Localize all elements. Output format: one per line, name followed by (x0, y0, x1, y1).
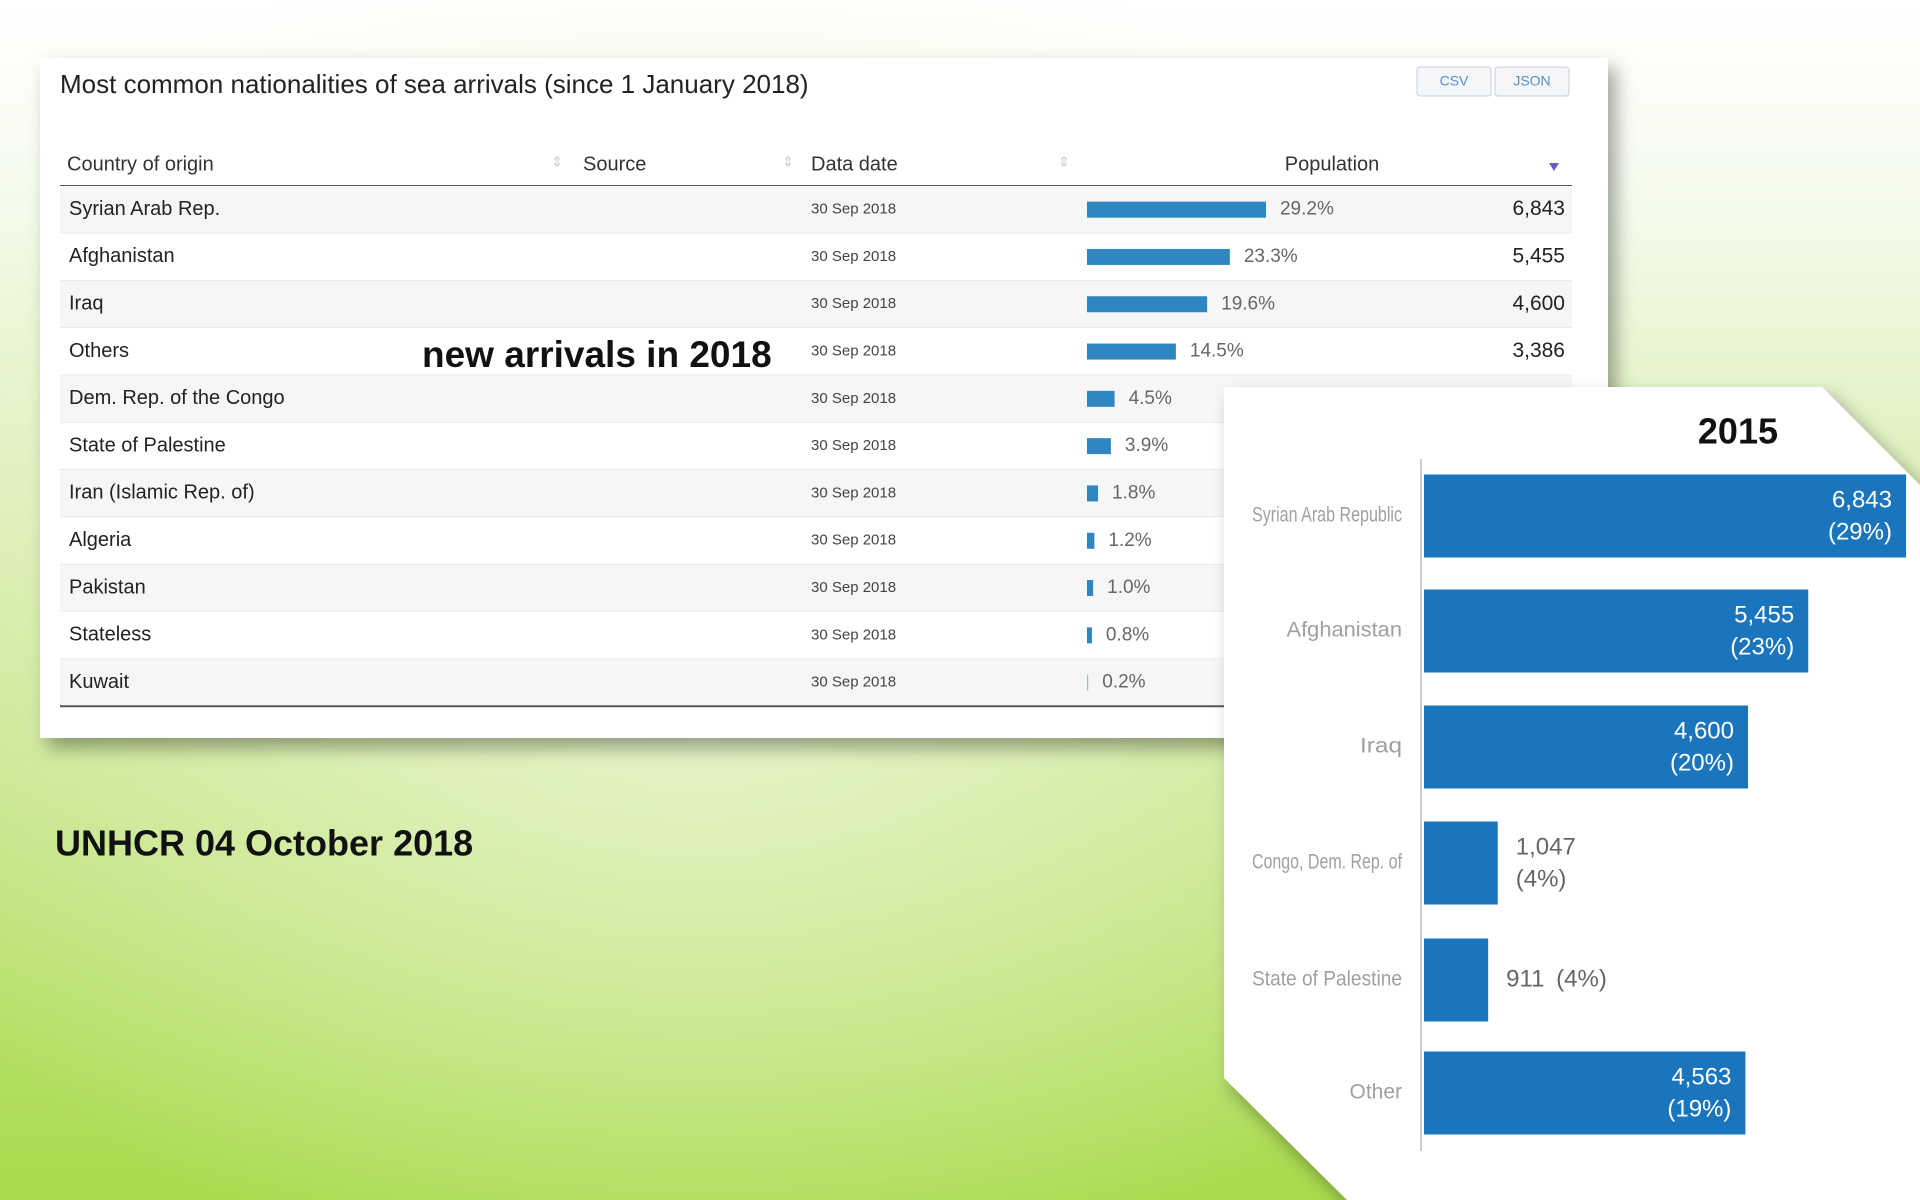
chart-title: 2015 (1698, 411, 1778, 452)
export-button[interactable] (1494, 66, 1570, 97)
table-row (60, 233, 1572, 281)
export-button-label: JSON (1513, 73, 1550, 89)
column-header: Data date (811, 153, 898, 175)
share-label: 1.8% (1112, 482, 1155, 503)
table-row (60, 327, 1572, 376)
column-header: Country of origin (67, 153, 214, 175)
share-bar (1087, 296, 1208, 313)
share-bar (1087, 248, 1230, 265)
category-label: Afghanistan (1287, 619, 1403, 642)
data-date: 30 Sep 2018 (811, 343, 896, 360)
country: Kuwait (69, 671, 129, 693)
share-label: 3.9% (1125, 435, 1168, 456)
bar (1424, 705, 1749, 789)
country: Algeria (69, 529, 132, 551)
country: Iraq (69, 293, 103, 315)
bar (1424, 938, 1489, 1022)
category-label: Iraq (1360, 735, 1402, 758)
percent-label: (4%) (1516, 865, 1567, 892)
share-label: 0.2% (1102, 672, 1145, 693)
country: Others (69, 340, 129, 362)
country: Afghanistan (69, 245, 175, 267)
share-label: 0.8% (1106, 624, 1149, 645)
data-date: 30 Sep 2018 (811, 532, 896, 549)
share-label: 19.6% (1221, 293, 1275, 314)
value-label: 5,455 (1734, 601, 1794, 628)
export-button-label: CSV (1440, 73, 1469, 89)
country: State of Palestine (69, 434, 226, 456)
share-bar (1087, 627, 1092, 644)
table-row (60, 280, 1572, 328)
sort-icon: ⇕ (782, 154, 794, 170)
sort-icon: ⇕ (551, 154, 563, 170)
value-label: 6,843 (1832, 486, 1892, 513)
share-bar (1087, 485, 1099, 502)
table-title: Most common nationalities of sea arrival… (60, 69, 809, 99)
percent-label: (4%) (1556, 965, 1607, 992)
data-date: 30 Sep 2018 (811, 626, 896, 643)
bar (1424, 1051, 1746, 1135)
country: Stateless (69, 624, 151, 646)
share-bar (1087, 390, 1115, 407)
column-header: Source (583, 153, 646, 175)
share-label: 1.2% (1108, 530, 1151, 551)
population: 4,600 (1512, 292, 1565, 315)
data-date: 30 Sep 2018 (811, 437, 896, 454)
share-bar (1087, 438, 1111, 455)
country: Iran (Islamic Rep. of) (69, 482, 255, 504)
bar (1424, 589, 1809, 673)
bar (1424, 821, 1498, 905)
category-label: State of Palestine (1252, 968, 1402, 991)
data-date: 30 Sep 2018 (811, 674, 896, 691)
percent-label: (20%) (1670, 749, 1734, 776)
share-label: 29.2% (1280, 199, 1334, 220)
percent-label: (23%) (1730, 633, 1794, 660)
data-date: 30 Sep 2018 (811, 390, 896, 407)
export-button[interactable] (1416, 66, 1492, 97)
share-label: 14.5% (1190, 341, 1244, 362)
share-bar (1087, 580, 1094, 597)
column-header: Population (1285, 153, 1380, 175)
value-label: 4,563 (1671, 1063, 1731, 1090)
bar (1424, 474, 1906, 558)
country: Pakistan (69, 576, 146, 598)
value-label: 1,047 (1516, 833, 1576, 860)
share-label: 4.5% (1129, 388, 1172, 409)
share-label: 1.0% (1107, 577, 1150, 598)
population: 3,386 (1512, 339, 1565, 362)
percent-label: (29%) (1828, 518, 1892, 545)
share-label: 23.3% (1244, 246, 1298, 267)
category-label: Other (1350, 1081, 1403, 1104)
country: Dem. Rep. of the Congo (69, 387, 285, 409)
table-row (60, 186, 1572, 234)
footer: UNHCR 04 October 2018 (55, 823, 473, 864)
category-label: Congo, Dem. Rep. of (1252, 851, 1402, 874)
percent-label: (19%) (1667, 1095, 1731, 1122)
value-label: 911 (1506, 965, 1544, 992)
share-bar (1087, 343, 1176, 360)
data-date: 30 Sep 2018 (811, 484, 896, 501)
share-bar (1087, 674, 1089, 691)
category-label: Syrian Arab Republic (1252, 504, 1402, 527)
sort-icon: ⇕ (1058, 154, 1070, 170)
sort-desc-icon (1549, 163, 1559, 171)
share-bar (1087, 532, 1095, 549)
data-date: 30 Sep 2018 (811, 579, 896, 596)
country: Syrian Arab Rep. (69, 198, 220, 220)
share-bar (1087, 201, 1266, 218)
caption: new arrivals in 2018 (422, 334, 772, 375)
population: 6,843 (1512, 197, 1565, 220)
value-label: 4,600 (1674, 717, 1734, 744)
data-date: 30 Sep 2018 (811, 201, 896, 218)
data-date: 30 Sep 2018 (811, 248, 896, 265)
data-date: 30 Sep 2018 (811, 295, 896, 312)
population: 5,455 (1512, 244, 1565, 267)
